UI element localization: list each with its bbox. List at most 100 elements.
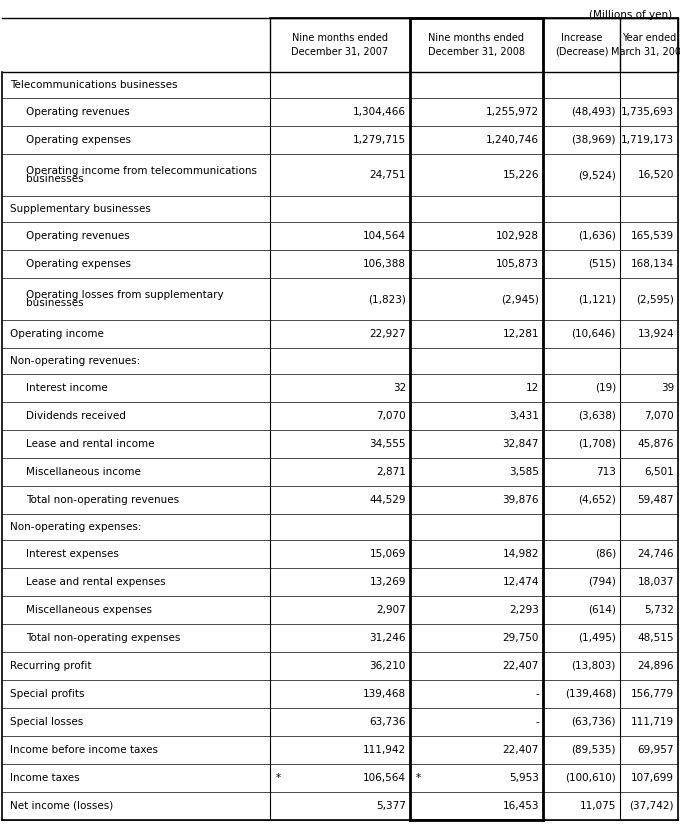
- Text: 24,896: 24,896: [638, 661, 674, 671]
- Text: Operating losses from supplementary: Operating losses from supplementary: [26, 291, 224, 301]
- Text: Income taxes: Income taxes: [10, 773, 80, 783]
- Text: -: -: [535, 689, 539, 699]
- Text: 12,474: 12,474: [503, 577, 539, 587]
- Text: (63,736): (63,736): [571, 717, 616, 727]
- Text: 29,750: 29,750: [503, 633, 539, 643]
- Text: 5,953: 5,953: [509, 773, 539, 783]
- Text: Nine months ended
December 31, 2008: Nine months ended December 31, 2008: [428, 33, 525, 57]
- Text: (4,652): (4,652): [578, 495, 616, 505]
- Text: 22,407: 22,407: [503, 661, 539, 671]
- Text: Telecommunications businesses: Telecommunications businesses: [10, 80, 177, 90]
- Text: 13,924: 13,924: [638, 329, 674, 339]
- Text: 48,515: 48,515: [638, 633, 674, 643]
- Text: Year ended
March 31, 2008: Year ended March 31, 2008: [611, 33, 680, 57]
- Text: 63,736: 63,736: [369, 717, 406, 727]
- Text: 106,564: 106,564: [363, 773, 406, 783]
- Text: Non-operating revenues:: Non-operating revenues:: [10, 356, 140, 366]
- Text: 11,075: 11,075: [579, 801, 616, 811]
- Text: Dividends received: Dividends received: [26, 411, 126, 421]
- Text: 15,226: 15,226: [503, 170, 539, 180]
- Text: (1,636): (1,636): [578, 231, 616, 241]
- Text: Operating expenses: Operating expenses: [26, 135, 131, 145]
- Text: 1,279,715: 1,279,715: [353, 135, 406, 145]
- Text: 69,957: 69,957: [638, 745, 674, 755]
- Text: 44,529: 44,529: [369, 495, 406, 505]
- Text: 6,501: 6,501: [644, 467, 674, 477]
- Text: Operating revenues: Operating revenues: [26, 107, 130, 117]
- Text: *: *: [276, 773, 281, 783]
- Text: Total non-operating expenses: Total non-operating expenses: [26, 633, 180, 643]
- Text: 16,520: 16,520: [638, 170, 674, 180]
- Text: Special losses: Special losses: [10, 717, 83, 727]
- Text: 7,070: 7,070: [645, 411, 674, 421]
- Text: Operating income: Operating income: [10, 329, 104, 339]
- Text: 2,293: 2,293: [509, 605, 539, 615]
- Text: (1,708): (1,708): [578, 439, 616, 449]
- Text: 5,377: 5,377: [376, 801, 406, 811]
- Text: Miscellaneous expenses: Miscellaneous expenses: [26, 605, 152, 615]
- Text: (100,610): (100,610): [565, 773, 616, 783]
- Text: Non-operating expenses:: Non-operating expenses:: [10, 522, 141, 532]
- Text: 31,246: 31,246: [369, 633, 406, 643]
- Text: (Millions of yen): (Millions of yen): [589, 10, 672, 20]
- Text: Operating income from telecommunications: Operating income from telecommunications: [26, 167, 257, 177]
- Text: Miscellaneous income: Miscellaneous income: [26, 467, 141, 477]
- Text: Supplementary businesses: Supplementary businesses: [10, 204, 151, 214]
- Text: 15,069: 15,069: [370, 549, 406, 559]
- Text: (2,945): (2,945): [501, 294, 539, 304]
- Text: 1,255,972: 1,255,972: [486, 107, 539, 117]
- Text: (794): (794): [588, 577, 616, 587]
- Text: (614): (614): [588, 605, 616, 615]
- Text: 111,942: 111,942: [363, 745, 406, 755]
- Text: 1,304,466: 1,304,466: [353, 107, 406, 117]
- Text: 165,539: 165,539: [631, 231, 674, 241]
- Text: 36,210: 36,210: [370, 661, 406, 671]
- Text: 168,134: 168,134: [631, 259, 674, 269]
- Text: Increase
(Decrease): Increase (Decrease): [555, 33, 608, 57]
- Text: Lease and rental income: Lease and rental income: [26, 439, 154, 449]
- Text: 156,779: 156,779: [631, 689, 674, 699]
- Text: 3,585: 3,585: [509, 467, 539, 477]
- Text: Net income (losses): Net income (losses): [10, 801, 114, 811]
- Text: *: *: [416, 773, 421, 783]
- Text: (2,595): (2,595): [636, 294, 674, 304]
- Text: 139,468: 139,468: [363, 689, 406, 699]
- Text: 3,431: 3,431: [509, 411, 539, 421]
- Text: 14,982: 14,982: [503, 549, 539, 559]
- Text: 7,070: 7,070: [376, 411, 406, 421]
- Text: 39,876: 39,876: [503, 495, 539, 505]
- Text: 713: 713: [596, 467, 616, 477]
- Text: (9,524): (9,524): [578, 170, 616, 180]
- Text: 13,269: 13,269: [369, 577, 406, 587]
- Text: (3,638): (3,638): [578, 411, 616, 421]
- Text: (1,495): (1,495): [578, 633, 616, 643]
- Text: 1,735,693: 1,735,693: [621, 107, 674, 117]
- Text: 39: 39: [661, 383, 674, 393]
- Text: Operating expenses: Operating expenses: [26, 259, 131, 269]
- Text: 32: 32: [393, 383, 406, 393]
- Text: 107,699: 107,699: [631, 773, 674, 783]
- Text: 59,487: 59,487: [638, 495, 674, 505]
- Text: 104,564: 104,564: [363, 231, 406, 241]
- Text: 45,876: 45,876: [638, 439, 674, 449]
- Text: 22,407: 22,407: [503, 745, 539, 755]
- Text: (48,493): (48,493): [571, 107, 616, 117]
- Text: 34,555: 34,555: [369, 439, 406, 449]
- Text: Interest income: Interest income: [26, 383, 107, 393]
- Text: 18,037: 18,037: [638, 577, 674, 587]
- Text: (1,121): (1,121): [578, 294, 616, 304]
- Text: (515): (515): [588, 259, 616, 269]
- Text: (10,646): (10,646): [572, 329, 616, 339]
- Text: Income before income taxes: Income before income taxes: [10, 745, 158, 755]
- Text: 102,928: 102,928: [496, 231, 539, 241]
- Text: Total non-operating revenues: Total non-operating revenues: [26, 495, 179, 505]
- Text: 106,388: 106,388: [363, 259, 406, 269]
- Text: Interest expenses: Interest expenses: [26, 549, 119, 559]
- Text: 5,732: 5,732: [644, 605, 674, 615]
- Text: 111,719: 111,719: [631, 717, 674, 727]
- Text: (1,823): (1,823): [368, 294, 406, 304]
- Text: 2,871: 2,871: [376, 467, 406, 477]
- Text: 32,847: 32,847: [503, 439, 539, 449]
- Text: (139,468): (139,468): [565, 689, 616, 699]
- Text: businesses: businesses: [26, 297, 84, 307]
